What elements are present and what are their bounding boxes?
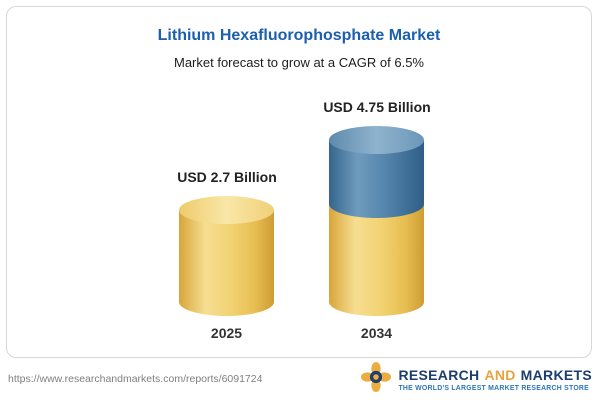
logo-word-and: AND <box>484 366 516 383</box>
bar-2025 <box>179 196 274 316</box>
bar-value-label-2025: USD 2.7 Billion <box>177 169 277 185</box>
bar-value-label-2034: USD 4.75 Billion <box>323 99 431 115</box>
chart-subtitle: Market forecast to grow at a CAGR of 6.5… <box>174 55 424 70</box>
chart-title: Lithium Hexafluorophosphate Market <box>157 27 441 44</box>
logo-word-research: RESEARCH <box>398 366 480 383</box>
cylinder-top-face <box>329 126 424 154</box>
logo-word-markets: MARKETS <box>520 366 592 383</box>
cylinder-top-face <box>179 196 274 224</box>
logo-wordmark: RESEARCH AND MARKETS THE WORLD'S LARGEST… <box>398 367 592 392</box>
logo-mark-icon <box>361 361 392 397</box>
researchandmarkets-logo: RESEARCH AND MARKETS THE WORLD'S LARGEST… <box>361 361 592 397</box>
chart-card: Lithium Hexafluorophosphate Market Marke… <box>6 6 592 358</box>
logo-tagline: THE WORLD'S LARGEST MARKET RESEARCH STOR… <box>398 384 590 392</box>
report-url-link[interactable]: https://www.researchandmarkets.com/repor… <box>8 373 263 385</box>
x-axis-label-2025: 2025 <box>210 325 243 341</box>
cylinder-base-segment <box>179 210 274 316</box>
footer: https://www.researchandmarkets.com/repor… <box>8 361 592 397</box>
x-axis-label-2034: 2034 <box>360 325 393 341</box>
bar-2034 <box>329 126 424 316</box>
